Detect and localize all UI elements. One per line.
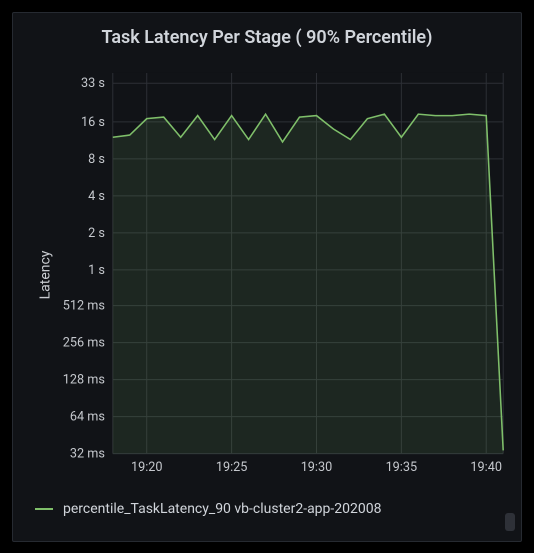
svg-text:19:25: 19:25 [216,460,248,475]
svg-text:8 s: 8 s [88,151,105,166]
svg-text:19:30: 19:30 [301,460,333,475]
scrollbar-thumb[interactable] [505,513,515,531]
svg-text:4 s: 4 s [88,188,105,203]
latency-chart-svg: 32 ms 64 ms 128 ms 256 ms 512 ms 1 s 2 s 4 s 8 s… [23,58,511,493]
y-axis-label: Latency [37,251,53,300]
panel-title: Task Latency Per Stage ( 90% Percentile) [23,21,511,58]
latency-panel: Task Latency Per Stage ( 90% Percentile)… [12,12,522,542]
svg-text:1 s: 1 s [88,262,105,277]
svg-text:64 ms: 64 ms [70,409,105,424]
svg-text:19:40: 19:40 [470,460,502,475]
chart-area[interactable]: Latency 32 ms 64 ms 128 ms 256 ms 512 ms 1 s 2… [23,58,511,493]
legend[interactable]: percentile_TaskLatency_90 vb-cluster2-ap… [23,493,511,519]
svg-text:32 ms: 32 ms [70,446,105,461]
legend-label: percentile_TaskLatency_90 vb-cluster2-ap… [63,501,382,517]
svg-text:128 ms: 128 ms [63,372,105,387]
svg-text:19:35: 19:35 [386,460,418,475]
svg-text:512 ms: 512 ms [63,298,105,313]
svg-text:16 s: 16 s [81,114,105,129]
svg-text:2 s: 2 s [88,225,105,240]
legend-color-dash [35,508,53,510]
svg-text:19:20: 19:20 [131,460,163,475]
svg-text:33 s: 33 s [81,76,105,91]
svg-text:256 ms: 256 ms [63,335,105,350]
